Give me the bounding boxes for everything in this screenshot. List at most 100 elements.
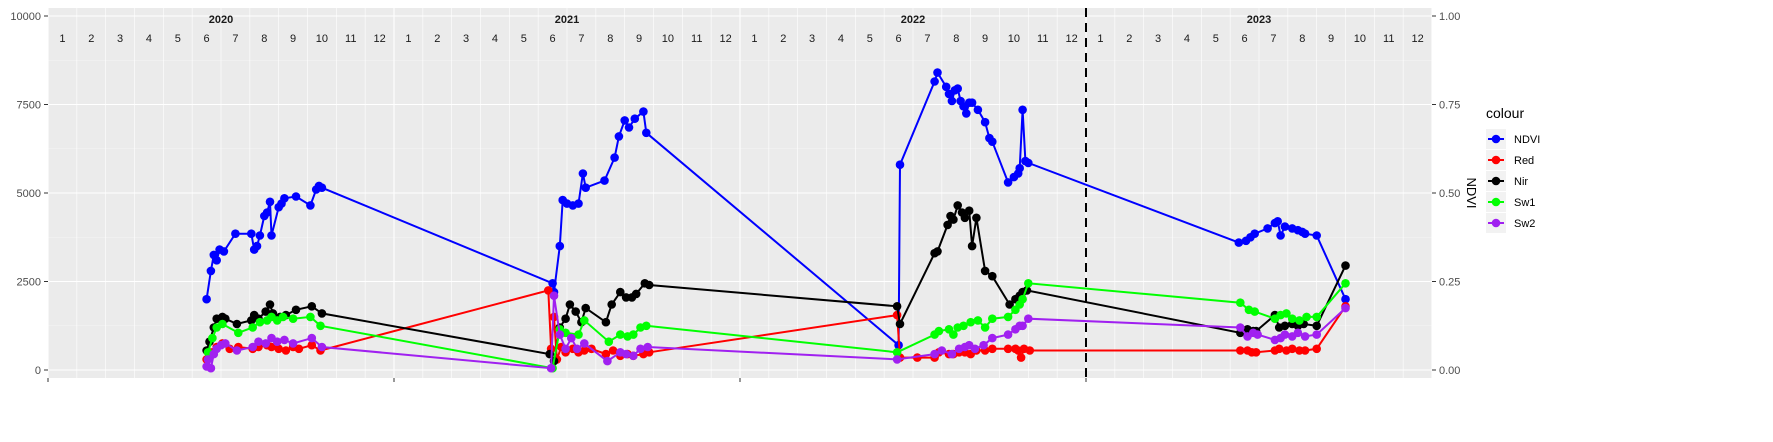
data-point — [212, 255, 221, 265]
legend-key-point — [1491, 176, 1501, 186]
data-point — [953, 201, 962, 210]
data-point — [953, 84, 962, 93]
data-point — [1293, 328, 1303, 338]
data-point — [316, 321, 325, 331]
data-point — [643, 342, 652, 352]
data-point — [949, 215, 958, 224]
data-point — [1341, 261, 1350, 270]
data-point — [973, 316, 983, 325]
month-label: 10 — [1008, 33, 1020, 45]
data-point — [973, 105, 983, 115]
data-point — [604, 337, 614, 347]
data-point — [1024, 279, 1033, 288]
data-point — [261, 307, 271, 316]
data-point — [629, 330, 638, 339]
data-point — [988, 314, 997, 324]
year-label: 2023 — [1247, 14, 1271, 26]
data-point — [616, 330, 625, 339]
data-point — [1300, 346, 1310, 355]
y-tick-label: 2500 — [17, 277, 41, 289]
data-point — [1276, 231, 1285, 240]
data-point — [307, 302, 317, 311]
data-point — [970, 344, 980, 354]
month-label: 6 — [1242, 33, 1248, 45]
month-label: 12 — [373, 33, 385, 45]
legend-label-sw1: Sw1 — [1514, 197, 1535, 209]
data-point — [895, 160, 905, 169]
data-point — [1003, 344, 1013, 354]
data-point — [988, 271, 997, 281]
month-label: 5 — [867, 33, 873, 45]
data-point — [1250, 229, 1259, 238]
data-point — [1312, 231, 1321, 240]
month-label: 12 — [1065, 33, 1077, 45]
data-point — [580, 346, 589, 355]
data-point — [561, 344, 570, 354]
data-point — [1341, 303, 1350, 313]
data-point — [630, 114, 640, 123]
series-sw2 — [202, 291, 1350, 373]
data-point — [639, 107, 648, 116]
data-point — [1280, 321, 1290, 331]
data-point — [964, 206, 974, 215]
data-point — [636, 344, 645, 354]
data-point — [265, 197, 275, 207]
data-point — [988, 333, 997, 343]
data-point — [1018, 294, 1027, 304]
data-point — [581, 183, 590, 192]
legend: colour NDVI Red Nir Sw1 Sw2 — [1486, 105, 1540, 233]
month-label: 9 — [982, 33, 988, 45]
data-point — [291, 192, 301, 201]
data-point — [601, 349, 611, 359]
data-point — [1295, 316, 1304, 325]
data-point — [280, 335, 289, 345]
y-tick-label: 0 — [35, 365, 41, 377]
data-point — [218, 319, 227, 329]
data-point — [934, 326, 944, 336]
data-point — [1273, 217, 1282, 226]
month-label: 1 — [405, 33, 411, 45]
data-point — [555, 330, 565, 339]
month-label: 9 — [290, 33, 296, 45]
month-label: 9 — [1328, 33, 1334, 45]
data-point — [943, 220, 952, 230]
data-point — [578, 169, 588, 178]
data-point — [255, 317, 265, 327]
data-point — [288, 339, 298, 348]
data-point — [580, 339, 589, 348]
legend-label-nir: Nir — [1514, 176, 1528, 188]
data-point — [980, 117, 990, 127]
month-label: 8 — [953, 33, 959, 45]
data-point — [941, 82, 951, 92]
data-point — [1341, 294, 1350, 304]
data-point — [1280, 222, 1290, 231]
data-point — [631, 289, 641, 299]
data-point — [947, 349, 957, 359]
data-point — [291, 305, 301, 315]
data-point — [580, 316, 589, 325]
data-point — [1312, 312, 1321, 322]
data-point — [294, 344, 304, 354]
data-point — [234, 328, 243, 338]
data-point — [262, 208, 272, 217]
data-point — [895, 319, 905, 329]
data-point — [620, 116, 629, 125]
data-point — [306, 201, 315, 210]
data-point — [892, 355, 902, 364]
month-label: 2 — [1126, 33, 1132, 45]
data-point — [307, 333, 317, 343]
y2-tick-label: 0.25 — [1439, 277, 1460, 289]
data-point — [248, 342, 257, 352]
data-point — [629, 351, 638, 361]
month-label: 5 — [1213, 33, 1219, 45]
data-point — [988, 137, 997, 146]
data-point — [600, 176, 609, 185]
data-point — [1236, 323, 1245, 332]
data-point — [1015, 163, 1024, 173]
month-label: 7 — [1270, 33, 1276, 45]
data-point — [644, 280, 654, 290]
data-point — [1280, 330, 1290, 339]
data-point — [1024, 314, 1033, 324]
data-point — [1253, 330, 1262, 339]
